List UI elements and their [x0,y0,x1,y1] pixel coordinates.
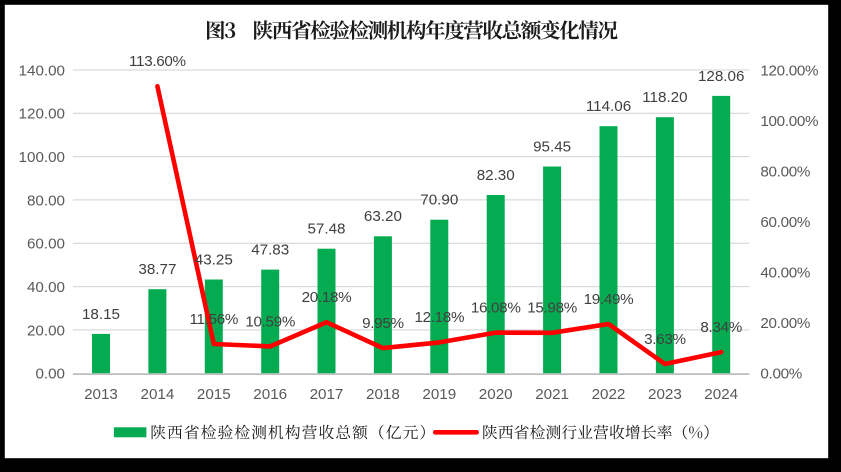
svg-text:0.00: 0.00 [35,366,65,383]
svg-text:18.15: 18.15 [82,306,120,323]
svg-text:120.00: 120.00 [19,106,65,123]
svg-text:70.90: 70.90 [420,192,458,209]
svg-text:2021: 2021 [535,386,569,403]
svg-text:2024: 2024 [704,386,738,403]
svg-text:82.30: 82.30 [477,167,515,184]
svg-text:19.49%: 19.49% [584,291,634,308]
svg-text:47.83: 47.83 [251,242,289,259]
svg-text:2022: 2022 [592,386,626,403]
svg-text:120.00%: 120.00% [760,62,818,79]
svg-text:57.48: 57.48 [307,221,345,238]
svg-text:16.08%: 16.08% [471,299,521,316]
svg-text:2016: 2016 [253,386,287,403]
svg-text:95.45: 95.45 [533,138,571,155]
svg-text:38.77: 38.77 [138,261,176,278]
svg-text:63.20: 63.20 [364,208,402,225]
svg-text:20.00: 20.00 [27,322,65,339]
svg-text:2023: 2023 [648,386,682,403]
svg-text:8.34%: 8.34% [700,319,742,336]
svg-text:20.00%: 20.00% [760,315,810,332]
svg-text:2013: 2013 [84,386,118,403]
svg-text:20.18%: 20.18% [302,289,352,306]
svg-text:9.95%: 9.95% [362,315,404,332]
svg-text:2014: 2014 [141,386,175,403]
svg-text:60.00%: 60.00% [760,214,810,231]
svg-text:40.00: 40.00 [27,279,65,296]
svg-text:140.00: 140.00 [19,62,65,79]
svg-text:118.20: 118.20 [642,89,687,106]
svg-text:114.06: 114.06 [586,98,631,115]
svg-text:80.00%: 80.00% [760,164,810,181]
svg-text:43.25: 43.25 [195,251,233,268]
svg-text:12.18%: 12.18% [414,309,464,326]
svg-text:2015: 2015 [197,386,231,403]
svg-text:100.00: 100.00 [19,149,65,166]
svg-text:128.06: 128.06 [698,68,744,85]
svg-text:15.98%: 15.98% [527,300,577,317]
svg-text:60.00: 60.00 [27,236,65,253]
svg-text:2020: 2020 [479,386,513,403]
svg-text:2018: 2018 [366,386,400,403]
svg-text:0.00%: 0.00% [760,366,802,383]
svg-text:113.60%: 113.60% [129,53,186,70]
svg-text:11.56%: 11.56% [190,311,239,328]
svg-text:100.00%: 100.00% [760,113,818,130]
svg-text:40.00%: 40.00% [760,265,810,282]
svg-text:3.63%: 3.63% [644,331,686,348]
svg-text:2017: 2017 [310,386,344,403]
svg-text:80.00: 80.00 [27,192,65,209]
svg-text:2019: 2019 [422,386,456,403]
svg-text:10.59%: 10.59% [245,313,295,330]
